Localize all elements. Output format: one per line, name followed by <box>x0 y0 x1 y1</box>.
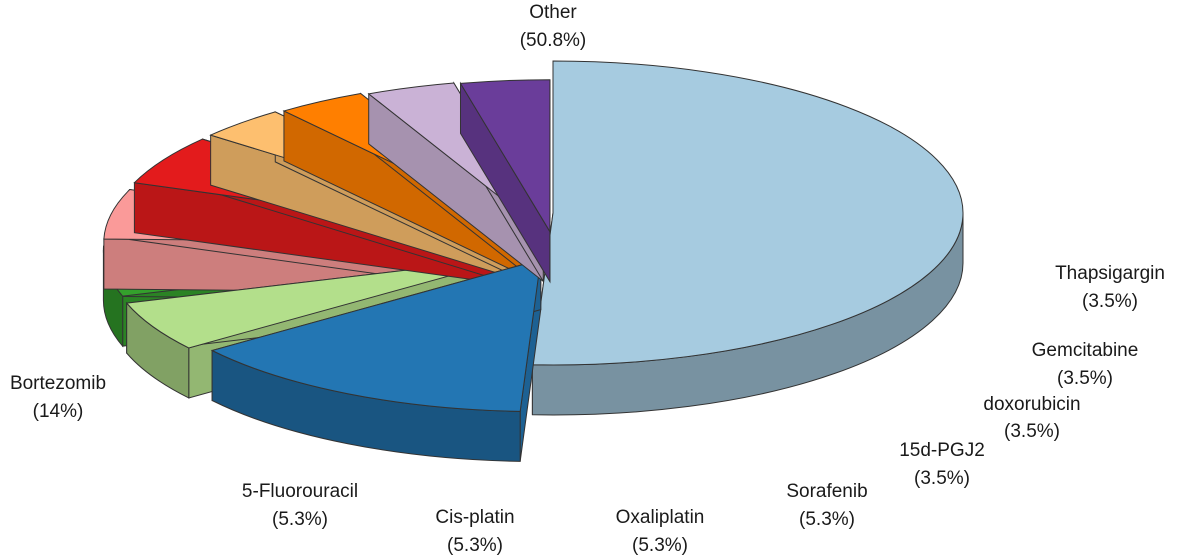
slice-thapsigargin-top <box>459 79 551 234</box>
label-bortezomib-pct: (14%) <box>33 401 84 422</box>
label-thapsigargin-pct: (3.5%) <box>1082 291 1138 312</box>
label-bortezomib-name: Bortezomib <box>10 373 106 394</box>
label-sorafenib-pct: (5.3%) <box>799 509 855 530</box>
label-oxaliplatin-name: Oxaliplatin <box>616 507 705 528</box>
slice-5-fluorouracil-top <box>125 256 518 349</box>
label-doxorubicin-name: doxorubicin <box>983 394 1080 415</box>
label-doxorubicin-pct: (3.5%) <box>1004 421 1060 442</box>
label-gemcitabine-pct: (3.5%) <box>1057 368 1113 389</box>
label-15d-pgj2-name: 15d-PGJ2 <box>899 440 985 461</box>
slice-bortezomib-top <box>210 258 542 412</box>
label-sorafenib-name: Sorafenib <box>786 481 867 502</box>
label-5-fluorouracil-pct: (5.3%) <box>272 509 328 530</box>
label-5-fluorouracil-name: 5-Fluorouracil <box>242 481 358 502</box>
label-15d-pgj2-pct: (3.5%) <box>914 468 970 489</box>
label-cis-platin-pct: (5.3%) <box>447 535 503 556</box>
slice-other-top <box>531 60 964 366</box>
label-cis-platin-name: Cis-platin <box>435 507 514 528</box>
label-gemcitabine-name: Gemcitabine <box>1032 340 1139 361</box>
label-thapsigargin-name: Thapsigargin <box>1055 263 1165 284</box>
slice-labels: Other (50.8%) Bortezomib (14%) 5-Fluorou… <box>10 2 1165 556</box>
label-other-pct: (50.8%) <box>520 30 587 51</box>
pie-slices <box>102 60 964 462</box>
label-other-name: Other <box>529 2 577 23</box>
label-oxaliplatin-pct: (5.3%) <box>632 535 688 556</box>
